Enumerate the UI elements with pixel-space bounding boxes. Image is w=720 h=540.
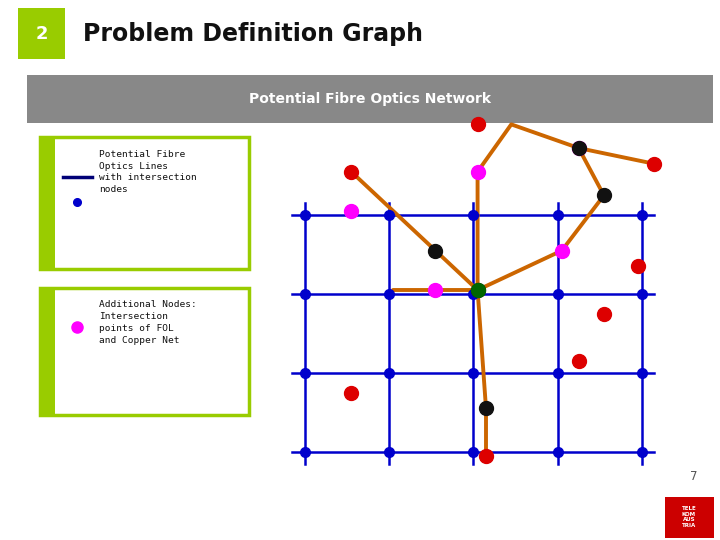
Bar	[27, 75, 713, 123]
Bar	[40, 137, 248, 269]
Text: Additional Nodes:
Intersection
points of FOL
and Copper Net: Additional Nodes: Intersection points of…	[99, 300, 197, 345]
Bar	[40, 288, 55, 415]
Text: TELE
KOM
AUS
TRIA: TELE KOM AUS TRIA	[682, 506, 696, 528]
Text: Potential Fibre
Optics Lines
with intersection
nodes: Potential Fibre Optics Lines with inters…	[99, 150, 197, 194]
Text: Potential Fibre Optics Network: Potential Fibre Optics Network	[249, 92, 491, 106]
Text: Problem Definition Graph: Problem Definition Graph	[83, 22, 423, 46]
Text: 7: 7	[690, 470, 697, 483]
Text: 2: 2	[35, 25, 48, 43]
Bar	[665, 497, 714, 538]
Text: Business & Market Intelligence / OR: Business & Market Intelligence / OR	[18, 513, 299, 527]
Bar	[18, 8, 65, 59]
Bar	[40, 288, 248, 415]
Bar	[40, 137, 55, 269]
